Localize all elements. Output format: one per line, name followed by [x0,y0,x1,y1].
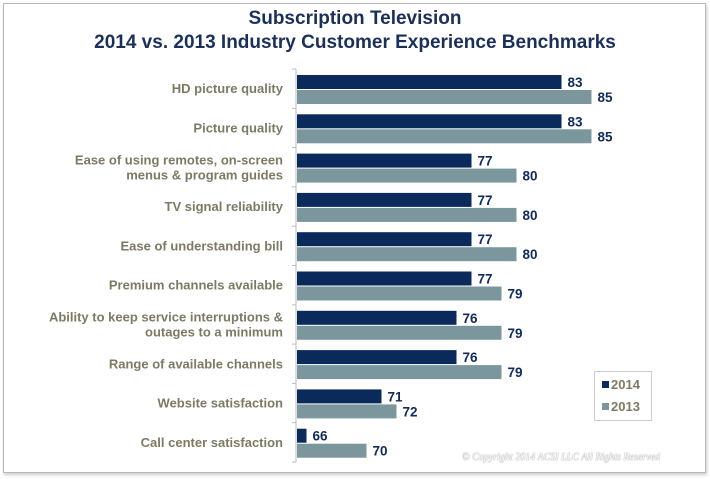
data-label-2013: 79 [508,287,523,302]
category-label-line: Call center satisfaction [141,435,283,450]
category-label-line: Ease of understanding bill [120,238,283,253]
category-label-line: Picture quality [193,120,283,135]
category-label: Ease of using remotes, on-screen menus & … [75,152,283,182]
bar-2014 [297,428,307,443]
data-label-2014: 76 [463,350,479,365]
legend-swatch-2013 [602,403,609,410]
category-label: Range of available channels [109,356,283,371]
data-label-2014: 83 [568,114,584,129]
legend-label-2013: 2013 [611,399,640,414]
data-label-2014: 77 [478,232,493,247]
category-label: Call center satisfaction [141,435,283,450]
data-label-2013: 80 [523,247,538,262]
bar-2013 [297,129,592,144]
bar-2014 [297,389,382,404]
chart-title: Subscription Television [248,8,462,29]
category-label: Ability to keep service interruptions & o… [49,309,283,339]
data-label-2013: 79 [508,326,523,341]
data-label-2014: 71 [388,389,404,404]
bar-2013 [297,90,592,104]
bar-2014 [297,75,562,89]
category-label-line: TV signal reliability [165,199,284,214]
legend-swatch-2014 [602,381,609,388]
category-label-line: Ease of using remotes, on-screen [75,152,283,167]
data-label-2014: 83 [568,75,584,90]
data-label-2013: 70 [373,444,388,459]
bar-2014 [297,350,457,365]
category-label: Premium channels available [109,278,283,293]
category-label-line: Website satisfaction [158,396,284,411]
bar-2013 [297,404,397,419]
legend-item-2013: 2013 [602,399,640,414]
category-label: TV signal reliability [165,199,284,214]
data-label-2014: 77 [478,154,493,169]
bar-2013 [297,443,367,458]
data-label-2013: 80 [523,208,538,223]
data-label-2014: 77 [478,272,493,287]
legend-label-2014: 2014 [611,377,640,392]
bar-2014 [297,310,457,325]
data-label-2013: 79 [508,365,523,380]
chart-frame [3,3,706,473]
bar-2014 [297,271,472,286]
category-label-line: menus & program guides [126,167,283,182]
category-label: HD picture quality [172,81,284,96]
data-label-2014: 76 [463,311,479,326]
bar-2013 [297,286,502,301]
category-label-line: Range of available channels [109,356,283,371]
category-label-line: Premium channels available [109,278,283,293]
bar-2013 [297,168,517,183]
data-label-2013: 80 [523,169,538,184]
bar-2013 [297,365,502,380]
data-label-2013: 85 [598,90,614,105]
data-label-2014: 77 [478,193,493,208]
bar-2013 [297,325,502,340]
category-label-line: Ability to keep service interruptions & [49,309,283,324]
category-label: Ease of understanding bill [120,238,283,253]
chart-subtitle: 2014 vs. 2013 Industry Customer Experien… [94,32,616,53]
data-label-2013: 85 [598,129,614,144]
category-label: Picture quality [193,120,283,135]
bar-2013 [297,207,517,222]
category-label-line: outages to a minimum [145,324,283,339]
data-label-2014: 66 [313,429,329,444]
category-label-line: HD picture quality [172,81,284,96]
bar-2013 [297,247,517,262]
bar-2014 [297,232,472,247]
bar-2014 [297,114,562,129]
category-label: Website satisfaction [158,396,284,411]
legend: 2014 2013 [594,371,652,421]
bar-2014 [297,192,472,207]
bar-2014 [297,153,472,168]
data-label-2013: 72 [403,404,418,419]
copyright-watermark: © Copyright 2014 ACSI LLC All Rights Res… [462,452,661,463]
legend-item-2014: 2014 [602,377,640,392]
